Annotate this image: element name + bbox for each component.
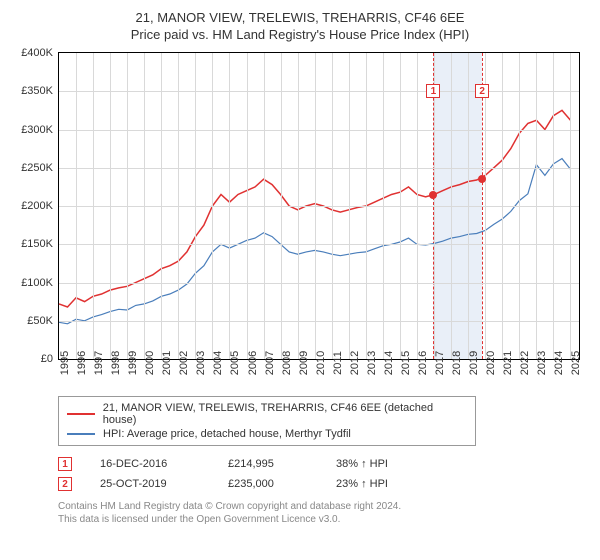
sale-delta: 38% ↑ HPI bbox=[336, 458, 388, 470]
x-tick-label: 2012 bbox=[349, 351, 361, 375]
sale-price: £214,995 bbox=[228, 458, 308, 470]
y-tick-label: £200K bbox=[21, 200, 53, 212]
chart-container: 21, MANOR VIEW, TRELEWIS, TREHARRIS, CF4… bbox=[0, 0, 600, 534]
x-tick-label: 2004 bbox=[212, 351, 224, 375]
x-tick-label: 2006 bbox=[247, 351, 259, 375]
legend-item: 21, MANOR VIEW, TRELEWIS, TREHARRIS, CF4… bbox=[67, 401, 467, 427]
x-tick-label: 2022 bbox=[519, 351, 531, 375]
sale-marker-icon: 1 bbox=[58, 457, 72, 471]
sale-price: £235,000 bbox=[228, 478, 308, 490]
x-tick-label: 2005 bbox=[229, 351, 241, 375]
legend-item: HPI: Average price, detached house, Mert… bbox=[67, 427, 467, 441]
x-tick-label: 2023 bbox=[536, 351, 548, 375]
sales-list: 1 16-DEC-2016 £214,995 38% ↑ HPI 2 25-OC… bbox=[58, 454, 588, 494]
legend-label: 21, MANOR VIEW, TRELEWIS, TREHARRIS, CF4… bbox=[103, 402, 467, 426]
x-tick-label: 2014 bbox=[383, 351, 395, 375]
chart-title-address: 21, MANOR VIEW, TRELEWIS, TREHARRIS, CF4… bbox=[12, 10, 588, 25]
x-tick-label: 2010 bbox=[315, 351, 327, 375]
attribution-line: Contains HM Land Registry data © Crown c… bbox=[58, 500, 588, 513]
y-tick-label: £50K bbox=[27, 315, 53, 327]
x-tick-label: 2015 bbox=[400, 351, 412, 375]
x-tick-label: 2009 bbox=[298, 351, 310, 375]
sale-marker-icon: 2 bbox=[58, 477, 72, 491]
y-tick-label: £150K bbox=[21, 238, 53, 250]
chart-titles: 21, MANOR VIEW, TRELEWIS, TREHARRIS, CF4… bbox=[12, 10, 588, 42]
x-tick-label: 2003 bbox=[195, 351, 207, 375]
x-tick-label: 1996 bbox=[76, 351, 88, 375]
x-tick-label: 2017 bbox=[434, 351, 446, 375]
x-tick-label: 1995 bbox=[59, 351, 71, 375]
x-tick-label: 2019 bbox=[468, 351, 480, 375]
x-tick-label: 1998 bbox=[110, 351, 122, 375]
sale-row: 2 25-OCT-2019 £235,000 23% ↑ HPI bbox=[58, 474, 588, 494]
plot-area: £0£50K£100K£150K£200K£250K£300K£350K£400… bbox=[58, 52, 580, 360]
x-tick-label: 2025 bbox=[570, 351, 582, 375]
x-tick-label: 1997 bbox=[93, 351, 105, 375]
x-tick-label: 2011 bbox=[332, 351, 344, 375]
x-tick-label: 2024 bbox=[553, 351, 565, 375]
y-tick-label: £350K bbox=[21, 85, 53, 97]
legend-swatch bbox=[67, 433, 95, 435]
x-tick-label: 2007 bbox=[264, 351, 276, 375]
x-tick-label: 2008 bbox=[281, 351, 293, 375]
sale-delta: 23% ↑ HPI bbox=[336, 478, 388, 490]
legend: 21, MANOR VIEW, TRELEWIS, TREHARRIS, CF4… bbox=[58, 396, 476, 446]
x-tick-label: 2002 bbox=[178, 351, 190, 375]
x-tick-label: 2000 bbox=[144, 351, 156, 375]
event-marker-box: 2 bbox=[475, 84, 489, 98]
x-tick-label: 1999 bbox=[127, 351, 139, 375]
chart-area: £0 £50K £100K £150K £200K £250K £300K £350K £400… bbox=[12, 48, 588, 388]
x-tick-label: 2018 bbox=[451, 351, 463, 375]
sale-date: 25-OCT-2019 bbox=[100, 478, 200, 490]
y-tick-label: £250K bbox=[21, 162, 53, 174]
y-tick-label: £0 bbox=[41, 353, 53, 365]
x-tick-label: 2020 bbox=[485, 351, 497, 375]
x-tick-label: 2021 bbox=[502, 351, 514, 375]
event-marker-dot bbox=[429, 191, 437, 199]
x-tick-label: 2001 bbox=[161, 351, 173, 375]
chart-title-sub: Price paid vs. HM Land Registry's House … bbox=[12, 27, 588, 42]
x-tick-label: 2013 bbox=[366, 351, 378, 375]
y-tick-label: £300K bbox=[21, 124, 53, 136]
event-marker-dot bbox=[478, 175, 486, 183]
x-tick-label: 2016 bbox=[417, 351, 429, 375]
legend-swatch bbox=[67, 413, 95, 415]
y-tick-label: £100K bbox=[21, 277, 53, 289]
sale-row: 1 16-DEC-2016 £214,995 38% ↑ HPI bbox=[58, 454, 588, 474]
event-marker-box: 1 bbox=[426, 84, 440, 98]
attribution-line: This data is licensed under the Open Gov… bbox=[58, 513, 588, 526]
sale-date: 16-DEC-2016 bbox=[100, 458, 200, 470]
y-tick-label: £400K bbox=[21, 47, 53, 59]
attribution: Contains HM Land Registry data © Crown c… bbox=[58, 500, 588, 526]
legend-label: HPI: Average price, detached house, Mert… bbox=[103, 428, 351, 440]
